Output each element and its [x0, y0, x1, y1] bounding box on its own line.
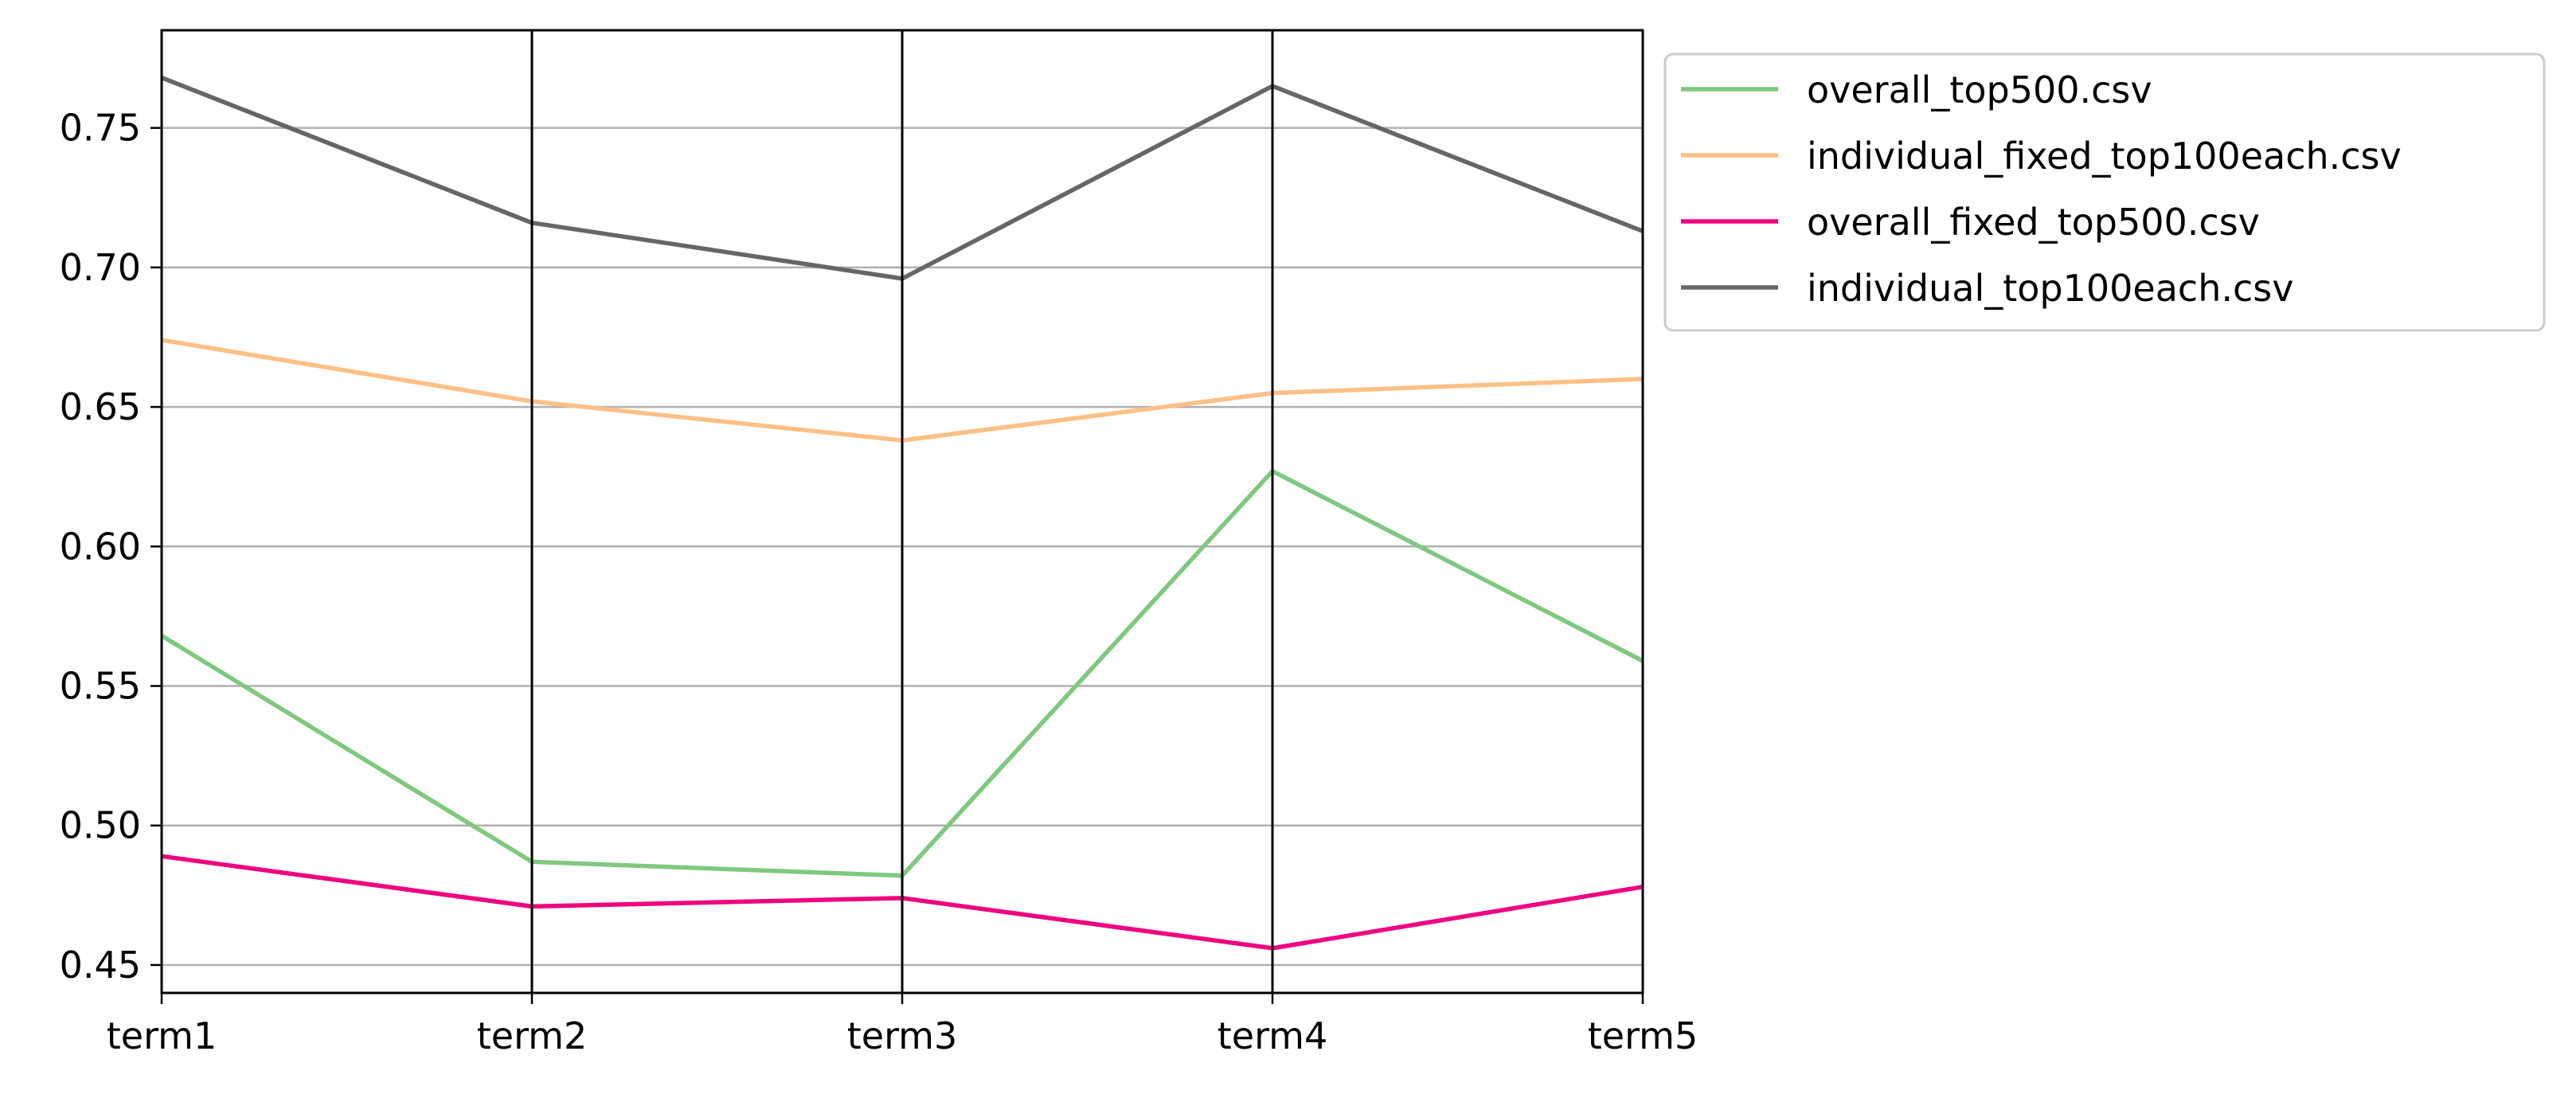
- legend-label: overall_fixed_top500.csv: [1807, 201, 2260, 244]
- y-tick-label: 0.60: [60, 525, 141, 568]
- x-tick-label: term3: [847, 1014, 958, 1057]
- legend-label: individual_top100each.csv: [1807, 267, 2293, 310]
- x-tick-label: term4: [1218, 1014, 1328, 1057]
- legend-label: individual_fixed_top100each.csv: [1807, 135, 2402, 178]
- y-tick-label: 0.65: [60, 385, 141, 428]
- legend-box: [1663, 53, 2546, 332]
- legend-label: overall_top500.csv: [1807, 68, 2152, 111]
- x-tick-label: term5: [1588, 1014, 1698, 1057]
- y-tick-label: 0.75: [60, 107, 141, 150]
- axes-layer: 0.45 0.50 0.55 0.60 0.65 0.70 0.75 term1 term2 te…: [60, 29, 1698, 1057]
- y-tick-label: 0.50: [60, 804, 141, 847]
- legend: overall_top500.csv individual_fixed_top10…: [1663, 53, 2546, 332]
- plot-frame: [160, 29, 1644, 995]
- y-tick-label: 0.70: [60, 246, 141, 289]
- x-tick-label: term2: [477, 1014, 588, 1057]
- y-tick-label: 0.45: [60, 944, 141, 987]
- y-tick-label: 0.55: [60, 665, 141, 708]
- x-tick-label: term1: [107, 1014, 217, 1057]
